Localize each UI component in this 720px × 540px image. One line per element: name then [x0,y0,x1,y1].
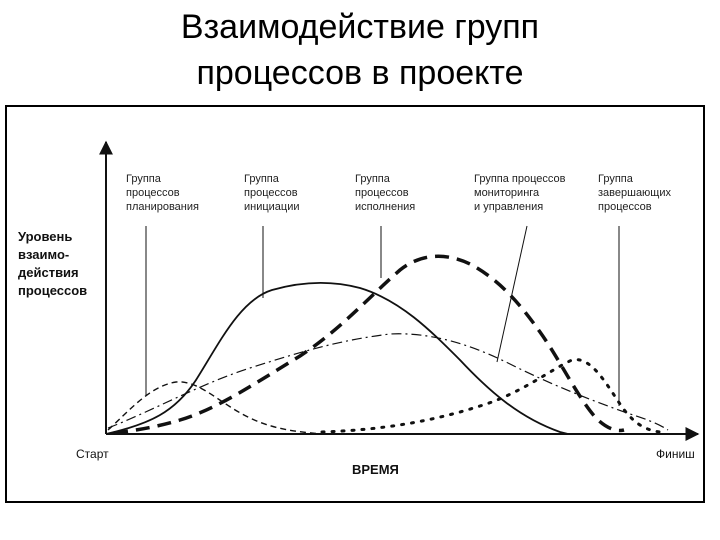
curve-planning [107,381,323,435]
curve-closing [320,358,662,434]
group-label-planning: Группа процессов планирования [126,173,199,213]
y-axis-label-line: процессов [18,283,87,298]
curve-execution [113,254,625,435]
x-axis-start-label: Старт [76,447,109,461]
y-axis-label-line: Уровень [18,229,72,244]
x-axis-title: ВРЕМЯ [352,462,399,477]
group-label-execution: Группа процессов исполнения [355,173,415,213]
x-axis-finish-label: Финиш [656,447,695,461]
group-label-closing: Группа завершающих процессов [598,173,674,213]
y-axis-label-line: действия [18,265,79,280]
curve-initiation [105,282,569,435]
slide-title: Взаимодействие групп процессов в проекте [0,4,720,96]
diagram-frame [5,105,705,503]
leader-monitoring [496,225,528,363]
group-label-initiation: Группа процессов инициации [244,173,301,213]
curve-monitoring [107,333,669,431]
y-axis-label-line: взаимо- [18,247,69,262]
y-axis-label: Уровень взаимо- действия процессов [18,229,87,298]
slide-title-line-1: Взаимодействие групп [180,8,540,46]
slide-title-line-2: процессов в проекте [196,54,524,92]
group-label-monitoring: Группа процессов мониторинга и управлени… [474,173,569,213]
